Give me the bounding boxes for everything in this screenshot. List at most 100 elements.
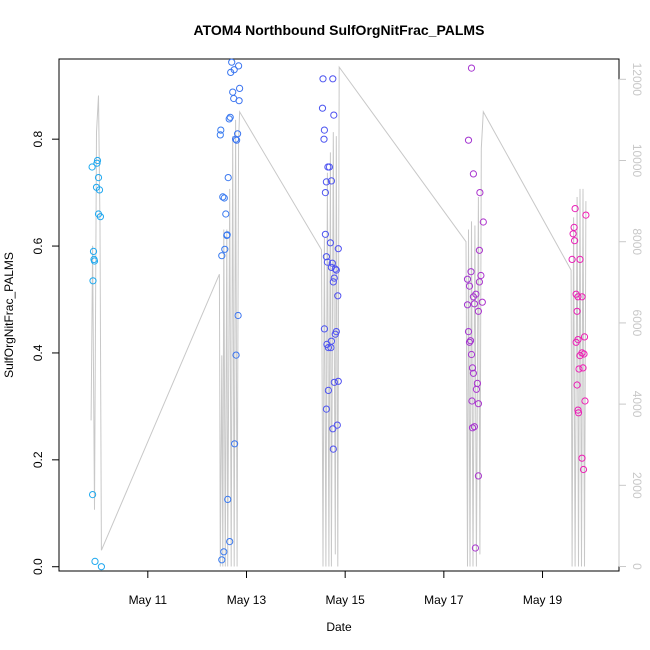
altitude-line [90, 65, 587, 567]
data-point [329, 445, 337, 453]
data-point [326, 239, 334, 247]
data-point [91, 557, 99, 566]
data-point [96, 213, 105, 221]
data-point [475, 246, 483, 254]
data-point [570, 223, 578, 231]
data-point [464, 136, 473, 144]
data-point [329, 425, 337, 433]
y2-tick-label: 2000 [630, 472, 644, 499]
data-point [572, 338, 580, 346]
data-point [332, 266, 340, 274]
data-point [94, 174, 103, 182]
data-point [89, 277, 97, 285]
data-point [467, 350, 476, 359]
data-point [470, 300, 478, 308]
x-tick-label: May 13 [227, 593, 267, 607]
points-layer [88, 58, 590, 571]
y2-tick-label: 4000 [630, 391, 644, 418]
data-point [95, 186, 104, 194]
data-point [226, 113, 234, 121]
data-point [236, 84, 244, 93]
y2-tick-label: 10000 [630, 144, 644, 178]
data-point [320, 126, 328, 134]
data-point [477, 271, 485, 280]
data-point [226, 538, 234, 546]
data-point [320, 325, 328, 333]
data-point [224, 495, 232, 503]
data-point [331, 265, 339, 273]
y-tick-label: 0.8 [31, 131, 45, 148]
data-point [474, 400, 482, 408]
data-point [229, 88, 237, 96]
y2-axis: 0 2000 4000 6000 8000 10000 12000 [618, 63, 644, 570]
data-point [223, 231, 231, 239]
data-point [463, 301, 472, 309]
data-point [235, 62, 243, 70]
data-point [580, 350, 588, 358]
data-point [319, 75, 327, 83]
y-tick-label: 0.4 [31, 344, 45, 361]
data-point [467, 268, 475, 276]
data-point [330, 111, 338, 119]
data-point [475, 278, 483, 286]
data-point [463, 275, 472, 283]
data-point [576, 255, 584, 263]
data-point [234, 311, 242, 320]
data-point [225, 115, 233, 123]
data-point [235, 97, 243, 105]
y-tick-label: 0.2 [31, 451, 45, 468]
data-point [327, 337, 335, 345]
data-point [334, 377, 342, 385]
data-point [580, 333, 589, 341]
data-point [574, 293, 582, 301]
data-point [571, 205, 579, 213]
data-point [330, 274, 338, 282]
data-point [321, 189, 329, 197]
data-point [325, 163, 333, 171]
data-point [472, 385, 480, 393]
data-point [574, 409, 583, 417]
data-point [578, 454, 586, 462]
data-point [332, 328, 340, 336]
data-point [466, 337, 475, 345]
data-point [324, 344, 332, 352]
data-point [568, 255, 576, 263]
data-point [322, 253, 330, 261]
data-point [579, 364, 587, 372]
y2-tick-label: 0 [630, 563, 644, 570]
data-point [472, 290, 480, 298]
data-point [217, 126, 225, 134]
y2-tick-label: 8000 [630, 228, 644, 255]
data-point [474, 307, 482, 315]
data-point [218, 252, 226, 260]
data-point [465, 338, 474, 346]
x-axis: May 11 May 13 May 15 May 17 May 19 [129, 570, 563, 607]
data-point [573, 307, 581, 315]
data-point [321, 230, 329, 238]
data-point [327, 177, 335, 185]
data-point [474, 472, 482, 480]
data-point [234, 130, 242, 138]
data-point [90, 257, 99, 265]
data-point [228, 58, 236, 66]
data-point [571, 237, 579, 245]
y-axis: 0.0 0.2 0.4 0.6 0.8 [31, 131, 60, 575]
data-point [575, 365, 583, 373]
data-point [464, 328, 473, 336]
data-point [97, 563, 106, 571]
data-point [333, 421, 341, 429]
data-point [318, 104, 327, 112]
data-point [465, 282, 474, 290]
data-point [476, 189, 484, 197]
data-point [224, 174, 232, 182]
data-point [329, 75, 337, 83]
data-point [89, 247, 98, 255]
data-point [231, 440, 239, 448]
altitude-layer [90, 65, 587, 567]
x-tick-label: May 17 [424, 593, 464, 607]
x-axis-label: Date [326, 620, 352, 634]
data-point [323, 258, 331, 266]
data-point [478, 298, 486, 306]
data-point [221, 245, 229, 253]
data-point [328, 259, 336, 267]
